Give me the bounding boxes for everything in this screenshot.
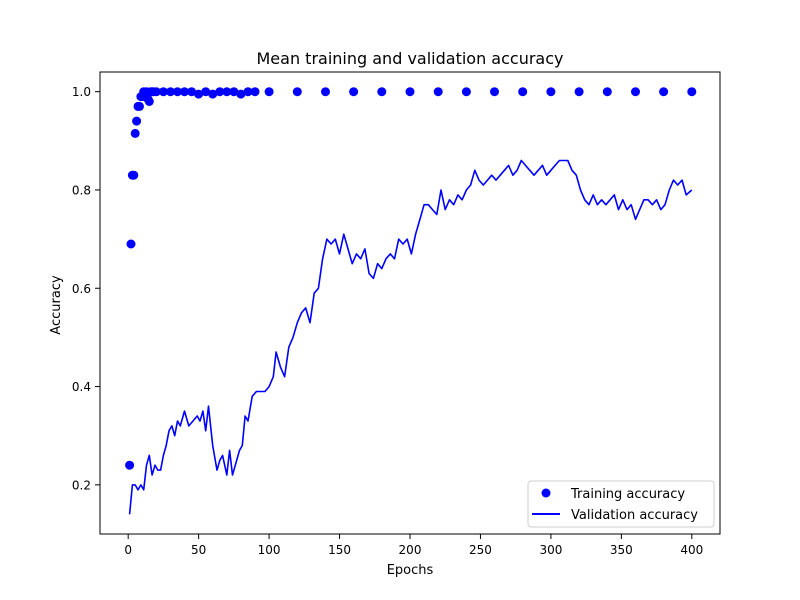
x-tick-label: 200 xyxy=(399,543,422,557)
y-tick-label: 1.0 xyxy=(72,85,91,99)
y-axis-label: Accuracy xyxy=(49,275,64,335)
training-accuracy-point xyxy=(405,87,415,97)
x-tick-label: 0 xyxy=(124,543,132,557)
training-accuracy-point xyxy=(135,101,144,111)
legend-training-label: Training accuracy xyxy=(570,487,685,502)
training-accuracy-point xyxy=(180,87,189,97)
training-accuracy-point xyxy=(574,87,584,97)
training-accuracy-point xyxy=(250,87,260,97)
training-accuracy-point xyxy=(201,87,211,97)
x-axis-label: Epochs xyxy=(387,563,434,578)
training-accuracy-point xyxy=(518,87,528,97)
legend: Training accuracy Validation accuracy xyxy=(527,480,715,528)
training-accuracy-point xyxy=(236,89,246,99)
x-tick-label: 350 xyxy=(610,543,633,557)
legend-box xyxy=(527,480,715,528)
plot-frame xyxy=(99,71,721,535)
training-accuracy-point xyxy=(461,87,471,97)
training-accuracy-point xyxy=(158,87,168,97)
validation-accuracy-line xyxy=(128,159,693,515)
training-accuracy-point xyxy=(130,128,140,138)
training-accuracy-point xyxy=(631,87,640,97)
y-axis-ticks: 0.2 0.4 0.6 0.8 1.0 xyxy=(72,85,100,492)
training-accuracy-point xyxy=(546,87,556,97)
training-accuracy-point xyxy=(377,87,387,97)
training-accuracy-point xyxy=(659,87,669,97)
y-tick-label: 0.6 xyxy=(72,282,91,296)
training-accuracy-point xyxy=(687,87,697,97)
training-accuracy-point xyxy=(144,97,154,106)
training-accuracy-point xyxy=(349,87,359,97)
training-accuracy-point xyxy=(132,116,142,126)
x-tick-label: 50 xyxy=(191,543,206,557)
plot-series xyxy=(125,87,697,515)
training-accuracy-point xyxy=(292,87,302,97)
training-accuracy-point xyxy=(173,87,182,97)
training-accuracy-point xyxy=(321,87,330,97)
training-accuracy-point xyxy=(126,239,136,249)
training-accuracy-point xyxy=(433,87,443,97)
training-accuracy-point xyxy=(187,87,197,97)
training-accuracy-point xyxy=(215,87,225,97)
x-tick-label: 400 xyxy=(680,543,703,557)
y-tick-label: 0.8 xyxy=(72,183,91,197)
training-accuracy-point xyxy=(166,87,175,97)
x-tick-label: 150 xyxy=(328,543,351,557)
training-accuracy-point xyxy=(151,87,161,97)
x-tick-label: 300 xyxy=(539,543,562,557)
y-tick-label: 0.4 xyxy=(72,380,91,394)
training-accuracy-point xyxy=(129,170,139,180)
training-accuracy-point xyxy=(229,87,239,97)
training-accuracy-point xyxy=(243,87,253,97)
x-tick-label: 100 xyxy=(258,543,281,557)
training-accuracy-points xyxy=(125,87,697,470)
training-accuracy-point xyxy=(222,87,232,97)
x-axis-ticks: 0 50 100 150 200 250 300 350 400 xyxy=(124,534,703,557)
training-accuracy-point xyxy=(208,89,218,99)
legend-training-marker xyxy=(541,488,551,498)
training-accuracy-point xyxy=(194,89,204,99)
training-accuracy-point xyxy=(490,87,499,97)
x-tick-label: 250 xyxy=(469,543,492,557)
training-accuracy-point xyxy=(602,87,612,97)
legend-validation-label: Validation accuracy xyxy=(571,508,698,523)
training-accuracy-point xyxy=(264,87,274,97)
training-accuracy-point xyxy=(125,460,135,470)
y-tick-label: 0.2 xyxy=(72,478,91,492)
chart-title: Mean training and validation accuracy xyxy=(257,49,564,68)
